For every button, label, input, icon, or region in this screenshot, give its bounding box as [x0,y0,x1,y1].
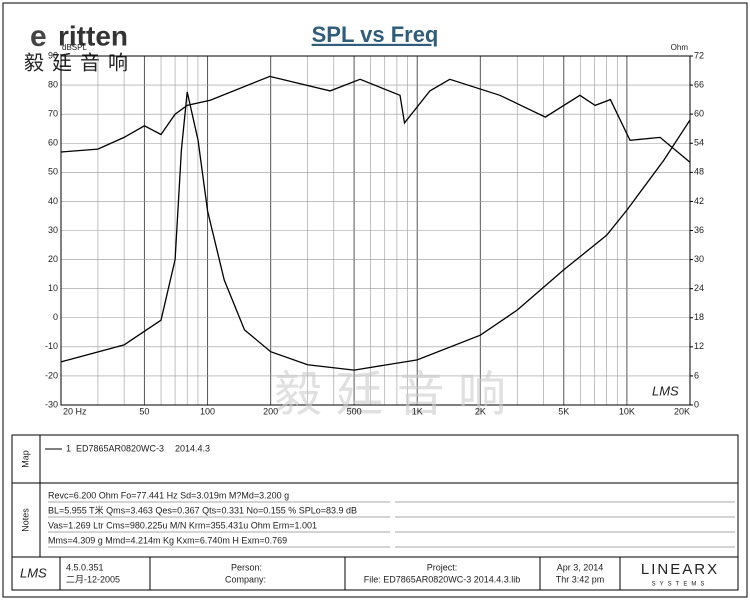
y-tick-label: 30 [48,225,58,235]
x-tick-label: 100 [200,406,215,416]
frame [2,2,748,598]
legend-entry: ED7865AR0820WC-3 [76,443,164,453]
company: Company: [225,574,266,584]
x-tick-label: 2K [475,406,486,416]
x-tick-label: 500 [347,406,362,416]
y-tick-label: 90 [48,50,58,60]
y-tick-label: 40 [48,196,58,206]
systems: SYSTEMS [652,582,709,588]
y-tick-label: -30 [45,399,58,409]
project: Project: [427,562,458,572]
y2-tick-label: 42 [694,196,704,206]
x-tick-label: 20K [674,406,690,416]
linearx: LINEARX [641,561,719,578]
note: Vas=1.269 Ltr Cms=980.225u M/N Krm=355.4… [48,520,317,530]
y2-tick-label: 48 [694,167,704,177]
notes-label: Notes [20,508,30,532]
series-line [60,75,691,163]
brand-chinese: 毅廷音响 [24,51,136,74]
y2-tick-label: 12 [694,341,704,351]
y2-tick-label: 72 [694,50,704,60]
y-axis-label: dBSPL [62,43,87,52]
panel-frame [11,434,739,591]
y2-tick-label: 6 [694,370,699,380]
logo-e: e [30,20,47,53]
series-line [60,91,691,371]
y2-axis-label: Ohm [671,43,689,52]
x-tick-label: 1K [412,406,423,416]
y-tick-label: 20 [48,254,58,264]
brand: ritten [58,20,128,51]
day: Apr 3, 2014 [557,562,604,572]
x-tick-label: 20 Hz [63,406,87,416]
chart-title: SPL vs Freq [312,22,439,47]
y2-tick-label: 36 [694,225,704,235]
y2-tick-label: 54 [694,138,704,148]
y2-tick-label: 60 [694,109,704,119]
y-tick-label: 70 [48,109,58,119]
note: Revc=6.200 Ohm Fo=77.441 Hz Sd=3.019m M?… [48,490,289,500]
y-tick-label: -20 [45,370,58,380]
x-tick-label: 10K [619,406,635,416]
legend-number: 1 [66,443,71,453]
x-tick-label: 5K [558,406,569,416]
y-tick-label: 50 [48,167,58,177]
note: BL=5.955 T米 Qms=3.463 Qes=0.367 Qts=0.33… [48,504,357,515]
time: Thr 3:42 pm [556,574,605,584]
x-tick-label: 50 [139,406,149,416]
y2-tick-label: 0 [694,399,699,409]
y2-tick-label: 66 [694,79,704,89]
y-tick-label: 0 [53,312,58,322]
y-tick-label: 60 [48,138,58,148]
person: Person: [231,562,262,572]
lms-footer: LMS [20,565,47,580]
y-tick-label: 80 [48,79,58,89]
legend-date: 2014.4.3 [175,443,210,453]
watermark: 毅 廷 音 响 [274,369,506,422]
file: File: ED7865AR0820WC-3 2014.4.3.lib [364,574,521,584]
x-tick-label: 200 [263,406,278,416]
y-tick-label: 10 [48,283,58,293]
y-tick-label: -10 [45,341,58,351]
map-label: Map [20,450,30,468]
y2-tick-label: 30 [694,254,704,264]
y2-tick-label: 18 [694,312,704,322]
version: 4.5.0.351 [66,562,104,572]
y2-tick-label: 24 [694,283,704,293]
lms-logo: LMS [652,383,679,398]
build-date: 二月-12-2005 [66,574,120,584]
note: Mms=4.309 g Mmd=4.214m Kg Kxm=6.740m H E… [48,535,287,545]
